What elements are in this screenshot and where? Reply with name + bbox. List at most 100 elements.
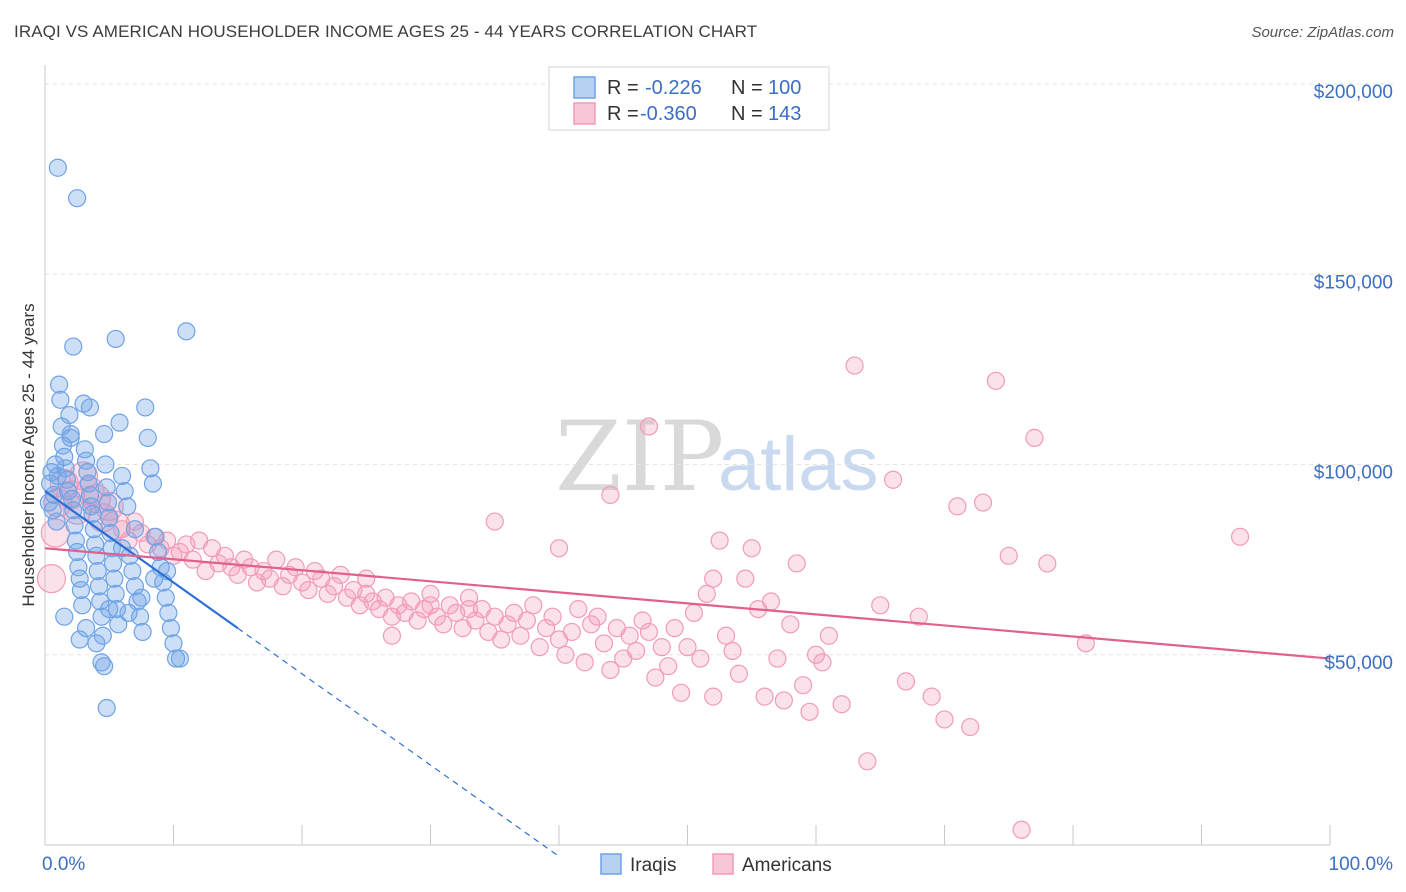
iraqi-points bbox=[39, 158, 196, 718]
iraqi-point-25 bbox=[71, 580, 91, 600]
iraqi-point-60 bbox=[123, 561, 142, 581]
iraqi-point-47 bbox=[100, 508, 119, 527]
american-point-142 bbox=[485, 512, 504, 531]
iraqi-point-54 bbox=[109, 615, 128, 634]
american-point-117 bbox=[787, 554, 806, 573]
american-point-92 bbox=[626, 641, 646, 661]
american-point-79 bbox=[543, 607, 562, 626]
american-point-124 bbox=[845, 356, 864, 375]
iraqi-point-58 bbox=[118, 497, 137, 516]
american-point-50 bbox=[357, 584, 376, 603]
american-point-143 bbox=[549, 539, 569, 558]
american-point-67 bbox=[466, 611, 485, 630]
legend-n-value-iraqi: 100 bbox=[768, 77, 801, 99]
american-point-91 bbox=[620, 626, 639, 645]
iraqi-point-41 bbox=[92, 607, 111, 626]
american-point-102 bbox=[691, 649, 710, 668]
y-tick-label-3: $200,000 bbox=[1314, 82, 1393, 103]
american-point-82 bbox=[562, 622, 581, 642]
iraqi-point-50 bbox=[104, 554, 123, 573]
bottom-legend-swatch-iraqis bbox=[600, 853, 622, 875]
american-point-40 bbox=[292, 573, 312, 592]
american-point-106 bbox=[716, 626, 736, 645]
american-point-93 bbox=[633, 611, 652, 630]
american-point-121 bbox=[813, 653, 832, 672]
y-tick-label-1: $100,000 bbox=[1314, 463, 1393, 484]
iraqi-point-51 bbox=[105, 569, 124, 588]
american-point-118 bbox=[794, 676, 813, 695]
legend-swatch-american bbox=[573, 102, 596, 125]
y-tick-labels: $50,000 $100,000 $150,000 $200,000 bbox=[1314, 82, 1393, 674]
iraqi-point-83 bbox=[80, 398, 100, 417]
american-point-116 bbox=[781, 615, 800, 634]
american-point-81 bbox=[556, 645, 575, 664]
american-point-128 bbox=[896, 672, 916, 691]
iraqi-point-98 bbox=[77, 619, 96, 638]
legend-r-value-iraqi: -0.226 bbox=[645, 77, 702, 99]
iraqi-point-6 bbox=[47, 512, 66, 531]
iraqi-point-55 bbox=[110, 413, 129, 432]
iraqi-point-44 bbox=[96, 455, 115, 474]
iraqi-point-77 bbox=[166, 649, 186, 668]
american-point-140 bbox=[1076, 634, 1095, 653]
american-point-72 bbox=[498, 615, 517, 634]
american-point-1 bbox=[40, 518, 70, 548]
iraqi-point-26 bbox=[73, 596, 92, 615]
legend: R = -0.226 N = 100 R = -0.360 N = 143 bbox=[548, 66, 830, 131]
american-point-119 bbox=[800, 702, 819, 721]
american-point-145 bbox=[421, 596, 440, 615]
american-point-44 bbox=[318, 584, 337, 603]
iraqi-point-95 bbox=[170, 649, 190, 668]
iraqi-point-46 bbox=[98, 493, 118, 512]
iraqi-point-73 bbox=[156, 588, 175, 607]
iraqi-point-68 bbox=[143, 474, 163, 493]
american-point-107 bbox=[723, 641, 742, 661]
iraqi-point-8 bbox=[50, 375, 69, 394]
american-point-109 bbox=[736, 569, 755, 588]
axes bbox=[44, 65, 1331, 846]
american-point-134 bbox=[973, 493, 993, 512]
iraqi-point-90 bbox=[97, 698, 116, 718]
iraqi-point-61 bbox=[125, 577, 145, 596]
american-point-41 bbox=[299, 580, 318, 600]
american-point-138 bbox=[1025, 428, 1044, 447]
iraqi-point-9 bbox=[51, 390, 70, 409]
x-tick-label-max: 100.0% bbox=[1329, 854, 1394, 875]
american-point-76 bbox=[524, 596, 543, 615]
american-point-129 bbox=[909, 607, 928, 626]
american-point-71 bbox=[492, 630, 511, 649]
american-point-75 bbox=[517, 611, 536, 630]
iraqi-point-79 bbox=[68, 189, 87, 208]
iraqi-trend-line bbox=[44, 490, 239, 630]
american-point-114 bbox=[768, 649, 787, 668]
iraqi-point-99 bbox=[100, 599, 119, 619]
iraqi-trend-extension bbox=[237, 627, 560, 857]
bottom-legend-swatch-americans bbox=[712, 853, 734, 875]
iraqi-point-96 bbox=[55, 607, 74, 626]
american-point-131 bbox=[935, 710, 954, 729]
american-point-120 bbox=[806, 645, 826, 664]
iraqi-point-86 bbox=[125, 520, 145, 539]
american-point-125 bbox=[858, 752, 877, 771]
american-point-39 bbox=[286, 558, 305, 577]
y-axis-label: Householder Income Ages 25 - 44 years bbox=[19, 303, 38, 606]
american-point-103 bbox=[697, 584, 716, 603]
american-point-0 bbox=[36, 564, 67, 594]
american-point-98 bbox=[665, 619, 684, 638]
american-point-87 bbox=[594, 634, 614, 653]
iraqi-point-42 bbox=[93, 626, 112, 645]
iraqi-point-69 bbox=[146, 527, 165, 546]
legend-n-label-american: N = bbox=[731, 103, 763, 125]
american-point-78 bbox=[537, 619, 556, 638]
iraqi-point-7 bbox=[48, 466, 67, 486]
american-point-37 bbox=[273, 577, 292, 596]
iraqi-point-17 bbox=[61, 424, 80, 444]
bottom-legend: Iraqis Americans bbox=[600, 853, 832, 876]
american-point-136 bbox=[999, 546, 1018, 565]
american-point-94 bbox=[639, 622, 659, 642]
american-point-150 bbox=[459, 599, 479, 619]
american-point-110 bbox=[742, 539, 761, 558]
legend-n-label-iraqi: N = bbox=[731, 77, 763, 99]
bottom-legend-label-americans: Americans bbox=[742, 855, 832, 876]
american-point-115 bbox=[774, 691, 793, 710]
